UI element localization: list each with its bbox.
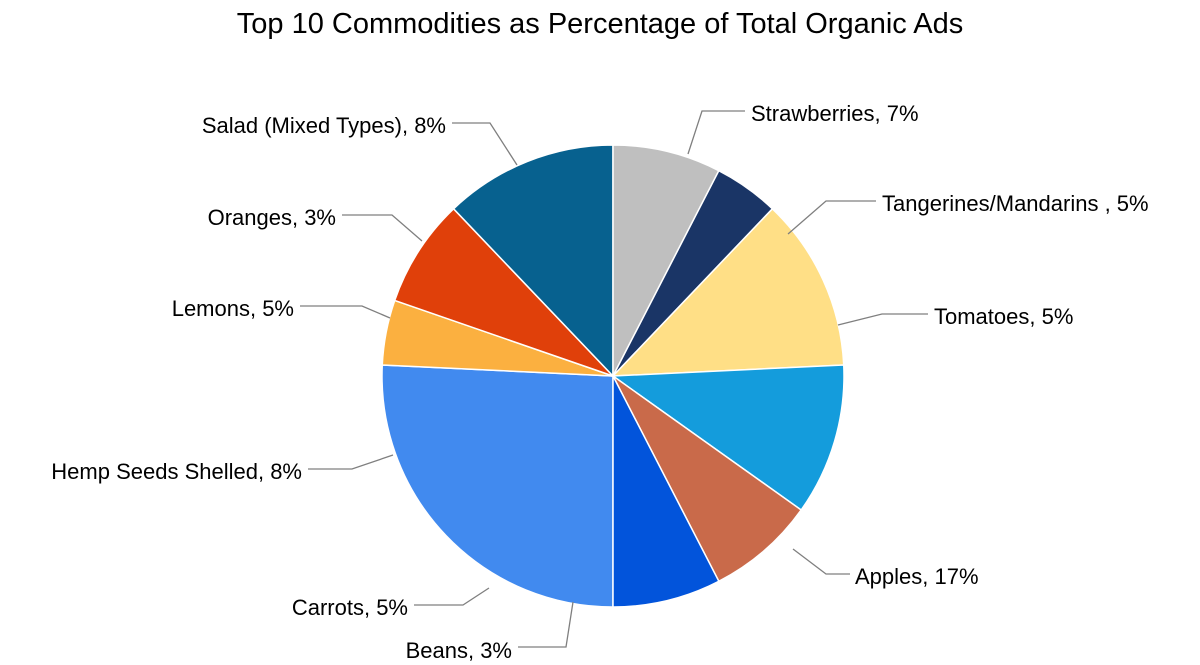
data-label-hemp-seeds-shelled: Hemp Seeds Shelled, 8% xyxy=(51,459,302,484)
data-label-carrots: Carrots, 5% xyxy=(292,595,408,620)
leader-line-strawberries xyxy=(687,110,745,155)
pie-slice-hemp-seeds-shelled xyxy=(452,144,614,378)
leader-line-tangerines-mandarins xyxy=(787,200,876,235)
leader-line-tomatoes xyxy=(837,313,928,326)
leader-line-beans xyxy=(518,601,574,648)
data-label-salad-mixed-types: Salad (Mixed Types), 8% xyxy=(202,113,446,138)
data-label-strawberries: Strawberries, 7% xyxy=(751,101,919,126)
pie-slice-strawberries xyxy=(610,364,845,512)
leader-line-oranges xyxy=(342,214,423,242)
data-label-oranges: Oranges, 3% xyxy=(208,205,336,230)
pie-slice-tomatoes xyxy=(612,375,720,608)
data-label-beans: Beans, 3% xyxy=(406,638,512,663)
pie-slice-tangerines-mandarins xyxy=(612,375,803,583)
pie-slice-apples xyxy=(381,364,614,608)
leader-line-lemons xyxy=(300,305,391,319)
chart-title: Top 10 Commodities as Percentage of Tota… xyxy=(236,8,964,40)
data-label-lemons: Lemons, 5% xyxy=(172,296,294,321)
leader-line-apples xyxy=(792,548,850,575)
pie-slice-salad-mixed-types xyxy=(611,207,845,377)
data-label-tangerines-mandarins: Tangerines/Mandarins , 5% xyxy=(882,191,1149,216)
leader-line-salad-mixed-types xyxy=(452,122,518,166)
leader-line-carrots xyxy=(414,587,490,606)
data-label-tomatoes: Tomatoes, 5% xyxy=(934,304,1073,329)
pie-slice-carrots xyxy=(393,207,614,377)
leader-line-hemp-seeds-shelled xyxy=(308,454,394,470)
data-label-apples: Apples, 17% xyxy=(855,564,979,589)
pie-slice-lemons xyxy=(612,144,720,377)
